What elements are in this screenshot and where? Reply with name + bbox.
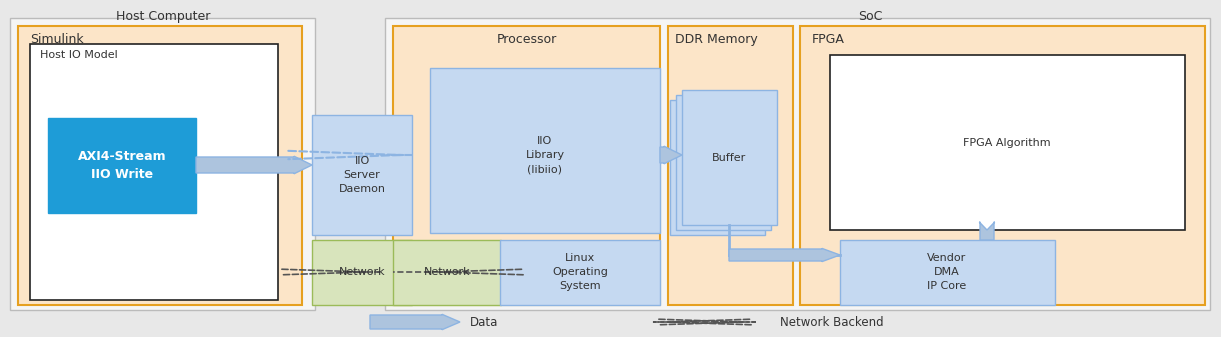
Bar xyxy=(800,26,1205,305)
Polygon shape xyxy=(729,248,840,262)
Text: FPGA Algorithm: FPGA Algorithm xyxy=(963,138,1051,148)
Text: IIO
Library
(libiio): IIO Library (libiio) xyxy=(525,136,564,174)
Bar xyxy=(31,44,278,300)
Text: Linux
Operating
System: Linux Operating System xyxy=(552,253,608,291)
Bar xyxy=(393,240,501,305)
Bar xyxy=(313,115,411,235)
Bar xyxy=(830,55,1186,230)
Text: Vendor
DMA
IP Core: Vendor DMA IP Core xyxy=(928,253,967,291)
Polygon shape xyxy=(661,146,683,164)
Text: Network: Network xyxy=(424,267,470,277)
Bar xyxy=(313,240,411,305)
Polygon shape xyxy=(979,222,995,240)
Bar xyxy=(48,118,197,213)
Text: FPGA: FPGA xyxy=(812,33,845,46)
Bar xyxy=(683,90,777,225)
Text: Host IO Model: Host IO Model xyxy=(40,50,117,60)
Text: IIO
Server
Daemon: IIO Server Daemon xyxy=(338,156,386,194)
Text: Network: Network xyxy=(338,267,386,277)
Bar xyxy=(393,26,661,305)
Bar xyxy=(10,18,315,310)
Text: DDR Memory: DDR Memory xyxy=(675,33,758,46)
Bar xyxy=(668,26,792,305)
Bar xyxy=(676,95,770,230)
Text: Processor: Processor xyxy=(497,33,557,46)
Bar xyxy=(840,240,1055,305)
Bar xyxy=(501,240,661,305)
Text: AXI4-Stream
IIO Write: AXI4-Stream IIO Write xyxy=(78,150,166,181)
Polygon shape xyxy=(370,314,460,330)
Text: SoC: SoC xyxy=(858,10,883,23)
Text: Simulink: Simulink xyxy=(31,33,83,46)
Text: Data: Data xyxy=(470,315,498,329)
Bar xyxy=(18,26,302,305)
Bar xyxy=(430,68,661,233)
Polygon shape xyxy=(197,156,313,174)
Bar xyxy=(385,18,1210,310)
Text: Network Backend: Network Backend xyxy=(780,315,884,329)
Text: Buffer: Buffer xyxy=(712,153,746,163)
Bar xyxy=(670,100,766,235)
Text: Host Computer: Host Computer xyxy=(116,10,210,23)
